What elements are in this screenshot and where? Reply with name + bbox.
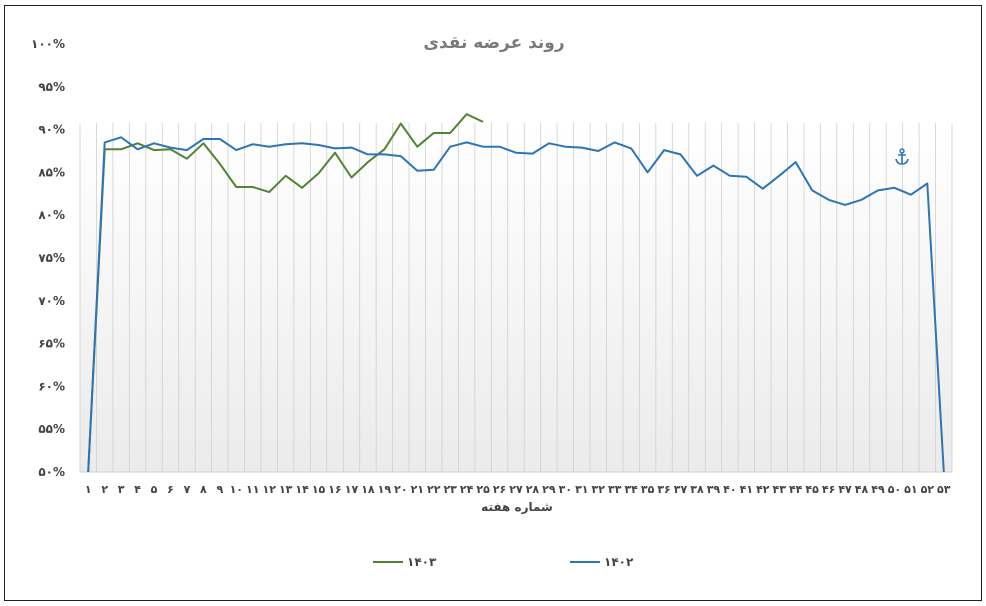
- y-tick-label: ۹۰%: [38, 123, 65, 137]
- x-tick-label: ۷: [184, 483, 191, 496]
- x-tick-label: ۱۴: [295, 483, 309, 496]
- y-tick-label: ۷۰%: [38, 294, 65, 308]
- series-line-2: [87, 136, 945, 473]
- x-tick-label: ۲۳: [443, 483, 457, 496]
- x-tick-label: ۲۵: [476, 483, 490, 496]
- legend-label: ۱۴۰۳: [407, 555, 437, 569]
- x-tick-label: ۳۱: [575, 483, 588, 496]
- x-tick-label: ۴۶: [822, 483, 835, 496]
- x-tick-label: ۶: [167, 483, 174, 496]
- x-tick-label: ۳۴: [624, 483, 638, 496]
- y-tick-label: ۹۵%: [38, 80, 65, 94]
- x-tick-label: ۳۲: [592, 483, 606, 496]
- x-tick-label: ۴۴: [789, 483, 803, 496]
- x-tick-label: ۲۲: [427, 483, 441, 496]
- x-tick-label: ۳: [118, 483, 125, 496]
- y-tick-label: ۶۰%: [38, 379, 65, 393]
- x-tick-label: ۴۰: [723, 483, 736, 496]
- x-tick-label: ۴۹: [871, 483, 885, 496]
- x-tick-label: ۱۵: [312, 483, 326, 496]
- x-tick-label: ۱۱: [246, 483, 259, 496]
- x-tick-label: ۳۳: [608, 483, 622, 496]
- y-tick-label: ۸۵%: [38, 165, 65, 179]
- y-axis-ticks: ۵۰% ۵۵% ۶۰% ۶۵% ۷۰% ۷۵% ۸۰% ۸۵% ۹۰% ۹۵% ۱۰۰%: [31, 37, 65, 479]
- x-tick-label: ۲۹: [542, 483, 556, 496]
- x-tick-label: ۲: [101, 483, 108, 496]
- x-tick-label: ۵۱: [904, 483, 917, 496]
- plot-area: [80, 123, 952, 472]
- x-tick-label: ۳۶: [657, 483, 670, 496]
- series-layer: [87, 113, 945, 473]
- x-tick-label: ۴۸: [855, 483, 869, 496]
- x-tick-label: ۱۸: [361, 483, 375, 496]
- x-tick-label: ۲۶: [493, 483, 506, 496]
- y-tick-label: ۵۵%: [38, 422, 65, 436]
- x-tick-label: ۴: [134, 483, 141, 496]
- x-tick-label: ۵۳: [937, 483, 951, 496]
- y-tick-label: ۸۰%: [38, 208, 65, 222]
- x-tick-label: ۴۲: [756, 483, 770, 496]
- x-tick-label: ۲۱: [411, 483, 424, 496]
- gridlines: [79, 123, 953, 473]
- series-line-1: [87, 113, 484, 473]
- x-axis-label: شماره هفته: [481, 500, 553, 514]
- x-tick-label: ۳۹: [707, 483, 721, 496]
- x-tick-label: ۲۷: [509, 483, 523, 496]
- x-tick-label: ۸: [200, 483, 207, 496]
- x-tick-label: ۴۷: [838, 483, 852, 496]
- x-tick-label: ۳۰: [559, 483, 572, 496]
- x-tick-label: ۱۶: [328, 483, 341, 496]
- x-tick-label: ۴۱: [740, 483, 753, 496]
- x-tick-label: ۳۵: [641, 483, 655, 496]
- x-tick-label: ۳۸: [690, 483, 704, 496]
- legend-label: ۱۴۰۲: [604, 555, 634, 569]
- x-tick-label: ۲۰: [394, 483, 407, 496]
- x-tick-label: ۱۹: [378, 483, 392, 496]
- x-tick-label: ۱۷: [345, 483, 359, 496]
- legend: ۱۴۰۳ ۱۴۰۲: [373, 555, 634, 569]
- x-tick-label: ۴۳: [773, 483, 787, 496]
- x-tick-label: ۱۰: [230, 483, 243, 496]
- y-tick-label: ۵۰%: [38, 465, 65, 479]
- x-tick-label: ۹: [216, 483, 223, 496]
- x-tick-label: ۱۳: [279, 483, 293, 496]
- x-tick-label: ۱۲: [262, 483, 276, 496]
- y-tick-label: ۶۵%: [38, 337, 65, 351]
- x-tick-label: ۵: [151, 483, 158, 496]
- y-tick-label: ۱۰۰%: [31, 37, 65, 51]
- x-tick-label: ۵۲: [921, 483, 935, 496]
- x-tick-label: ۳۷: [674, 483, 688, 496]
- x-axis-ticks: ۱ ۲ ۳ ۴ ۵ ۶ ۷ ۸ ۹ ۱۰ ۱۱ ۱۲ ۱۳ ۱۴ ۱۵ ۱۶ ۱۷ ۱۸ ۱۹ ۲۰ ۲۱ ۲۲ ۲۳ ۲۴ ۲…: [85, 483, 951, 496]
- anchor-icon: [895, 148, 909, 165]
- x-tick-label: ۴۵: [805, 483, 819, 496]
- x-tick-label: ۲۸: [526, 483, 540, 496]
- x-tick-label: ۵۰: [888, 483, 901, 496]
- chart-title: روند عرضه نقدی: [423, 33, 564, 53]
- x-tick-label: ۱: [85, 483, 92, 496]
- x-tick-label: ۲۴: [460, 483, 474, 496]
- y-tick-label: ۷۵%: [38, 251, 65, 265]
